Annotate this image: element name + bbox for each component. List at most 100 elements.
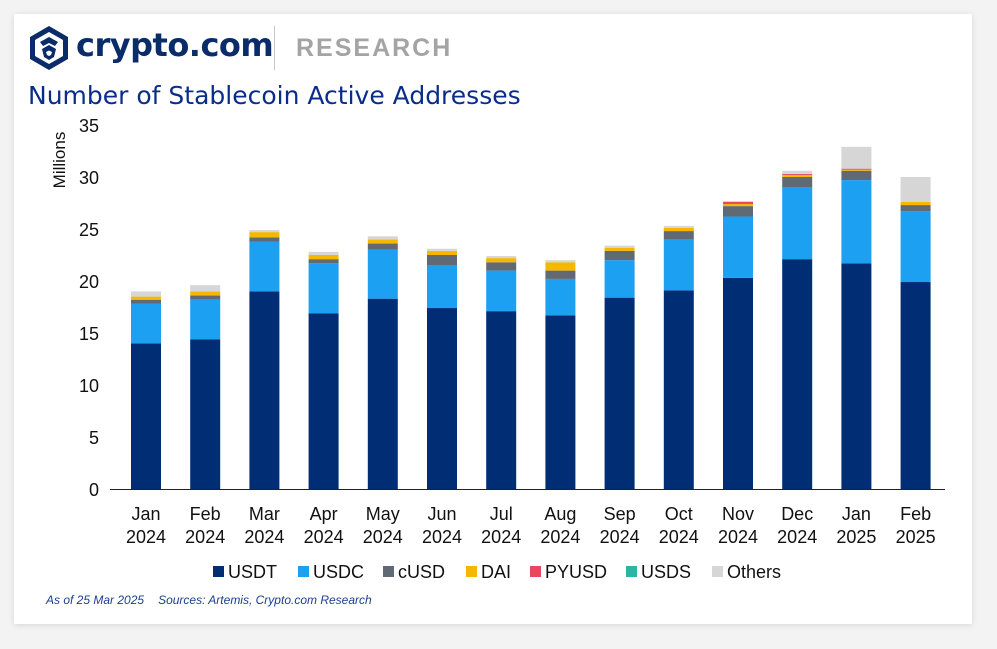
bar-segment-usdc: [249, 241, 280, 292]
bar-segment-dai: [782, 174, 813, 177]
bar-segment-usdt: [427, 308, 457, 489]
bar-segment-dai: [190, 291, 221, 296]
y-tick-label: 20: [79, 272, 99, 292]
bar-segment-usdc: [545, 278, 576, 316]
bar-segment-usdt: [782, 259, 813, 489]
bar-segment-cusd: [545, 270, 576, 279]
x-tick-label-month: Feb: [900, 504, 931, 524]
y-axis-label: Millions: [50, 132, 69, 189]
bar-segment-others: [782, 170, 813, 174]
bar-segment-usdt: [249, 291, 280, 489]
bar-segment-usdc: [486, 270, 517, 312]
bar-segment-usdt: [308, 313, 339, 489]
bar-segment-others: [604, 245, 635, 248]
bar-segment-others: [427, 248, 457, 251]
x-tick-label-year: 2024: [777, 527, 817, 547]
bar-segment-dai: [308, 255, 339, 260]
legend-label-others: Others: [727, 562, 781, 582]
section-label: RESEARCH: [296, 34, 453, 62]
bar-segment-cusd: [900, 205, 931, 212]
bar-segment-others: [308, 251, 339, 255]
legend-label-cusd: cUSD: [398, 562, 445, 582]
bar-segment-dai: [723, 204, 753, 207]
bar-segment-others: [131, 291, 161, 297]
x-tick-label-month: May: [366, 504, 400, 524]
y-tick-label: 0: [89, 480, 99, 500]
x-tick-label-month: Jan: [131, 504, 160, 524]
bar-segment-others: [663, 225, 694, 228]
legend-label-dai: DAI: [481, 562, 511, 582]
as-of-date: As of 25 Mar 2025: [46, 593, 145, 607]
bar-segment-dai: [131, 296, 161, 300]
header-divider: [274, 26, 275, 70]
bar-segment-usdt: [545, 315, 576, 489]
y-tick-label: 5: [89, 428, 99, 448]
x-tick-label-month: Mar: [249, 504, 280, 524]
bar-segment-pyusd: [723, 201, 753, 205]
bar-segment-dai: [900, 201, 931, 206]
bar-segment-cusd: [367, 243, 398, 250]
bar-segment-cusd: [841, 170, 872, 181]
legend: USDT USDC cUSD DAI PYUSD USDS Others: [213, 562, 781, 582]
bar-segment-cusd: [249, 237, 280, 242]
brand-name: crypto.com: [76, 26, 274, 64]
bars: [131, 146, 931, 489]
y-axis: 0 5 10 15 20 25 30 35 Millions: [50, 116, 99, 500]
bar-segment-cusd: [308, 259, 339, 264]
legend-swatch-usdt: [213, 566, 224, 577]
footnote: As of 25 Mar 2025 Sources: Artemis, Crypt…: [46, 593, 386, 607]
legend-swatch-usdc: [298, 566, 309, 577]
legend-swatch-cusd: [383, 566, 394, 577]
bar-segment-others: [249, 230, 280, 233]
legend-label-usds: USDS: [641, 562, 691, 582]
bar-segment-others: [841, 146, 872, 169]
bar-segment-others: [545, 260, 576, 263]
bar-segment-usdc: [841, 180, 872, 264]
y-tick-label: 30: [79, 168, 99, 188]
bar-segment-pyusd: [841, 168, 872, 170]
bar-segment-usdc: [308, 263, 339, 314]
bar-segment-others: [367, 236, 398, 240]
bar-segment-usdt: [604, 297, 635, 489]
bar-segment-cusd: [663, 231, 694, 240]
x-tick-label-year: 2024: [481, 527, 521, 547]
y-tick-label: 25: [79, 220, 99, 240]
legend-label-usdc: USDC: [313, 562, 364, 582]
x-tick-label-month: Jan: [842, 504, 871, 524]
bar-segment-pyusd: [782, 173, 813, 175]
x-axis: Jan 2024 Feb 2024 Mar 2024 Apr 2024 May 2024 Jun 20…: [110, 489, 945, 547]
x-tick-label-year: 2024: [540, 527, 580, 547]
bar-segment-dai: [545, 262, 576, 271]
x-tick-label-month: Jul: [490, 504, 513, 524]
bar-segment-usdt: [131, 343, 161, 489]
y-tick-label: 35: [79, 116, 99, 136]
x-tick-label-month: Dec: [781, 504, 813, 524]
x-tick-label-month: Feb: [190, 504, 221, 524]
x-tick-label-year: 2025: [836, 527, 876, 547]
bar-segment-usdc: [723, 216, 753, 278]
x-tick-label-month: Oct: [665, 504, 693, 524]
bar-segment-usdc: [190, 299, 221, 340]
x-tick-label-year: 2024: [422, 527, 462, 547]
x-tick-label-month: Aug: [544, 504, 576, 524]
bar-segment-usdt: [367, 298, 398, 489]
bar-segment-usdc: [663, 239, 694, 291]
bar-segment-cusd: [604, 250, 635, 261]
bar-segment-cusd: [486, 262, 517, 271]
bar-segment-dai: [367, 239, 398, 244]
bar-segment-dai: [663, 227, 694, 232]
crypto-lion-logo-icon: [29, 25, 69, 76]
legend-swatch-dai: [466, 566, 477, 577]
bar-segment-dai: [841, 169, 872, 171]
bar-segment-dai: [604, 247, 635, 251]
bar-segment-cusd: [723, 206, 753, 217]
legend-swatch-others: [712, 566, 723, 577]
legend-swatch-usds: [626, 566, 637, 577]
bar-segment-others: [723, 200, 753, 202]
chart-title: Number of Stablecoin Active Addresses: [28, 81, 521, 110]
x-tick-label-month: Nov: [722, 504, 754, 524]
x-tick-label-month: Sep: [604, 504, 636, 524]
x-tick-label-year: 2024: [718, 527, 758, 547]
x-tick-label-year: 2024: [600, 527, 640, 547]
